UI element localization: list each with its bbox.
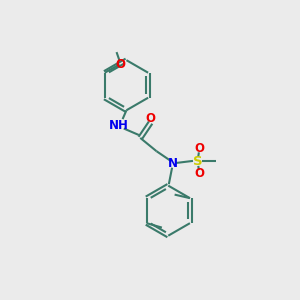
Text: O: O (115, 58, 125, 71)
Text: O: O (194, 167, 204, 180)
Text: NH: NH (109, 119, 129, 132)
Text: S: S (193, 155, 202, 168)
Text: O: O (194, 142, 204, 155)
Text: N: N (168, 157, 178, 170)
Text: O: O (146, 112, 156, 125)
